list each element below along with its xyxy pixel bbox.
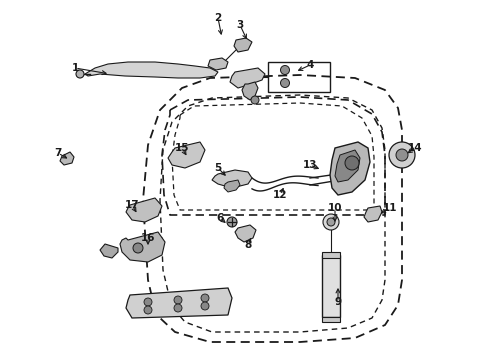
Circle shape bbox=[201, 302, 208, 310]
Circle shape bbox=[143, 298, 152, 306]
Polygon shape bbox=[120, 232, 164, 262]
Circle shape bbox=[201, 294, 208, 302]
Polygon shape bbox=[168, 142, 204, 168]
Circle shape bbox=[395, 149, 407, 161]
Circle shape bbox=[76, 70, 84, 78]
Polygon shape bbox=[234, 38, 251, 52]
Text: 5: 5 bbox=[214, 163, 221, 173]
Polygon shape bbox=[363, 206, 381, 222]
Text: 7: 7 bbox=[54, 148, 61, 158]
Polygon shape bbox=[212, 170, 251, 188]
Circle shape bbox=[345, 156, 358, 170]
Circle shape bbox=[280, 66, 289, 75]
Text: 6: 6 bbox=[216, 213, 223, 223]
Bar bbox=[321, 255, 339, 317]
Circle shape bbox=[250, 96, 259, 104]
Text: 2: 2 bbox=[214, 13, 221, 23]
Polygon shape bbox=[242, 82, 258, 100]
Text: 12: 12 bbox=[272, 190, 286, 200]
Text: 17: 17 bbox=[124, 200, 139, 210]
Polygon shape bbox=[207, 58, 227, 70]
Text: 10: 10 bbox=[327, 203, 342, 213]
Bar bbox=[321, 252, 339, 258]
Polygon shape bbox=[235, 225, 256, 242]
Text: 3: 3 bbox=[236, 20, 243, 30]
Polygon shape bbox=[334, 150, 359, 182]
Text: 14: 14 bbox=[407, 143, 422, 153]
Circle shape bbox=[143, 306, 152, 314]
Polygon shape bbox=[126, 198, 162, 222]
Circle shape bbox=[226, 217, 237, 227]
Text: 16: 16 bbox=[141, 233, 155, 243]
Bar bbox=[321, 317, 339, 322]
Circle shape bbox=[388, 142, 414, 168]
Text: 8: 8 bbox=[244, 240, 251, 250]
Circle shape bbox=[174, 304, 182, 312]
Circle shape bbox=[133, 243, 142, 253]
Polygon shape bbox=[60, 152, 74, 165]
Polygon shape bbox=[229, 68, 264, 88]
Bar bbox=[267, 62, 329, 92]
Text: 11: 11 bbox=[382, 203, 396, 213]
Circle shape bbox=[174, 296, 182, 304]
Text: 9: 9 bbox=[334, 297, 341, 307]
Circle shape bbox=[280, 78, 289, 87]
Text: 13: 13 bbox=[302, 160, 317, 170]
Circle shape bbox=[326, 218, 334, 226]
Circle shape bbox=[323, 214, 338, 230]
Text: 15: 15 bbox=[174, 143, 189, 153]
Polygon shape bbox=[329, 142, 369, 195]
Polygon shape bbox=[85, 62, 218, 78]
Polygon shape bbox=[100, 244, 118, 258]
Polygon shape bbox=[224, 180, 240, 192]
Text: 1: 1 bbox=[71, 63, 79, 73]
Polygon shape bbox=[126, 288, 231, 318]
Text: 4: 4 bbox=[305, 60, 313, 70]
